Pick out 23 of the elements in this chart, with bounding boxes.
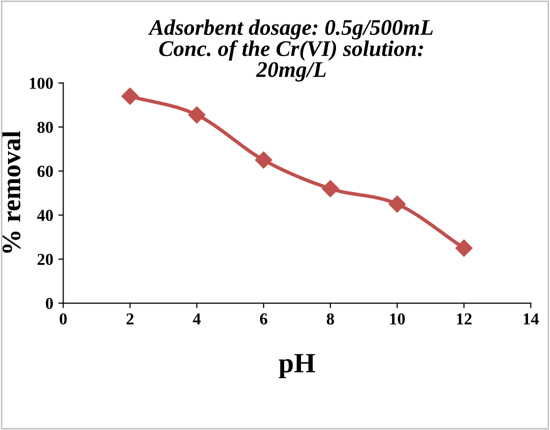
point <box>188 106 206 124</box>
x-axis-title: pH <box>278 354 316 378</box>
x-tick-label: 2 <box>126 313 134 324</box>
y-axis-title: % removal <box>2 131 20 253</box>
y-tick-label: 60 <box>37 166 53 177</box>
point <box>322 180 339 198</box>
x-tick-label: 10 <box>390 313 405 325</box>
y-tick-label: 20 <box>38 254 53 266</box>
point <box>255 151 272 169</box>
x-tick-label: 8 <box>326 313 334 325</box>
y-tick-label: 80 <box>37 122 53 133</box>
y-tick-label: 0 <box>46 298 53 310</box>
point <box>455 240 473 257</box>
x-tick-label: 4 <box>192 313 201 324</box>
chart-title: Adsorbent dosage: 0.5g/500mL Conc. of the Cr(VI) solution: 20mg/L <box>148 19 433 82</box>
x-tick-label: 0 <box>60 313 67 325</box>
y-tick-label: 100 <box>30 78 53 89</box>
point <box>121 88 139 105</box>
x-tick-label: 12 <box>456 313 472 324</box>
x-tick-label: 14 <box>524 313 539 324</box>
point <box>388 196 406 213</box>
x-tick-label: 6 <box>260 313 268 325</box>
y-tick-label: 40 <box>37 210 53 222</box>
